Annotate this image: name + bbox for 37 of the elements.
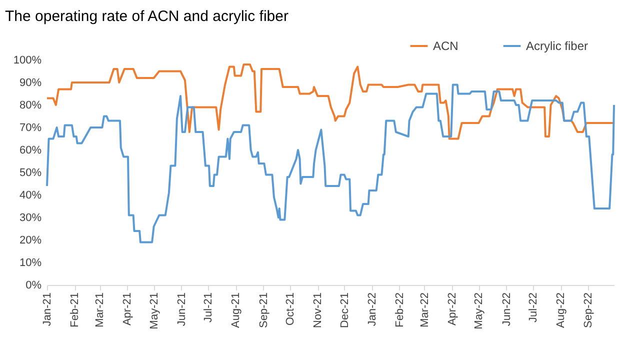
x-tick-label: Jun-21 — [176, 292, 188, 326]
y-tick-label: 80% — [19, 100, 42, 112]
y-tick-label: 0% — [26, 280, 42, 292]
y-tick-label: 90% — [19, 77, 42, 89]
x-tick-label: Sep-21 — [258, 292, 270, 328]
y-tick-label: 100% — [13, 54, 42, 66]
x-tick-label: Jul-22 — [528, 292, 540, 322]
y-tick-label: 30% — [19, 212, 42, 224]
x-tick-label: Dec-21 — [338, 292, 351, 328]
line-series — [46, 64, 615, 140]
y-tick-label: 20% — [19, 234, 42, 246]
x-tick-label: Sep-22 — [582, 292, 595, 328]
chart-title: The operating rate of ACN and acrylic fiber — [5, 8, 288, 25]
x-tick-label: Oct-21 — [284, 292, 296, 326]
x-tick-label: May-21 — [148, 292, 160, 330]
x-tick-label: Jan-21 — [42, 292, 54, 326]
x-tick-label: Mar-22 — [418, 292, 431, 328]
x-tick-label: Aug-21 — [230, 292, 242, 328]
legend-label: Acrylic fiber — [526, 39, 588, 53]
line-series — [46, 84, 615, 244]
x-tick-label: Jun-22 — [500, 292, 513, 326]
x-tick-label: Jul-21 — [202, 292, 215, 322]
x-tick-label: Nov-21 — [312, 292, 324, 328]
legend-label: ACN — [433, 39, 458, 53]
y-tick-label: 10% — [19, 257, 42, 269]
x-tick-label: Apr-21 — [122, 292, 134, 326]
x-tick-label: Apr-22 — [446, 292, 458, 326]
x-tick-label: Aug-22 — [555, 292, 568, 328]
x-tick-label: Jan-22 — [366, 292, 378, 326]
y-tick-label: 50% — [19, 167, 42, 179]
y-tick-label: 40% — [19, 190, 42, 202]
x-tick-label: Mar-21 — [94, 292, 106, 328]
x-tick-label: Feb-22 — [394, 292, 406, 328]
y-tick-label: 60% — [19, 144, 42, 156]
x-tick-label: May-22 — [473, 292, 486, 330]
x-tick-label: Feb-21 — [69, 292, 82, 328]
y-tick-label: 70% — [19, 122, 42, 134]
